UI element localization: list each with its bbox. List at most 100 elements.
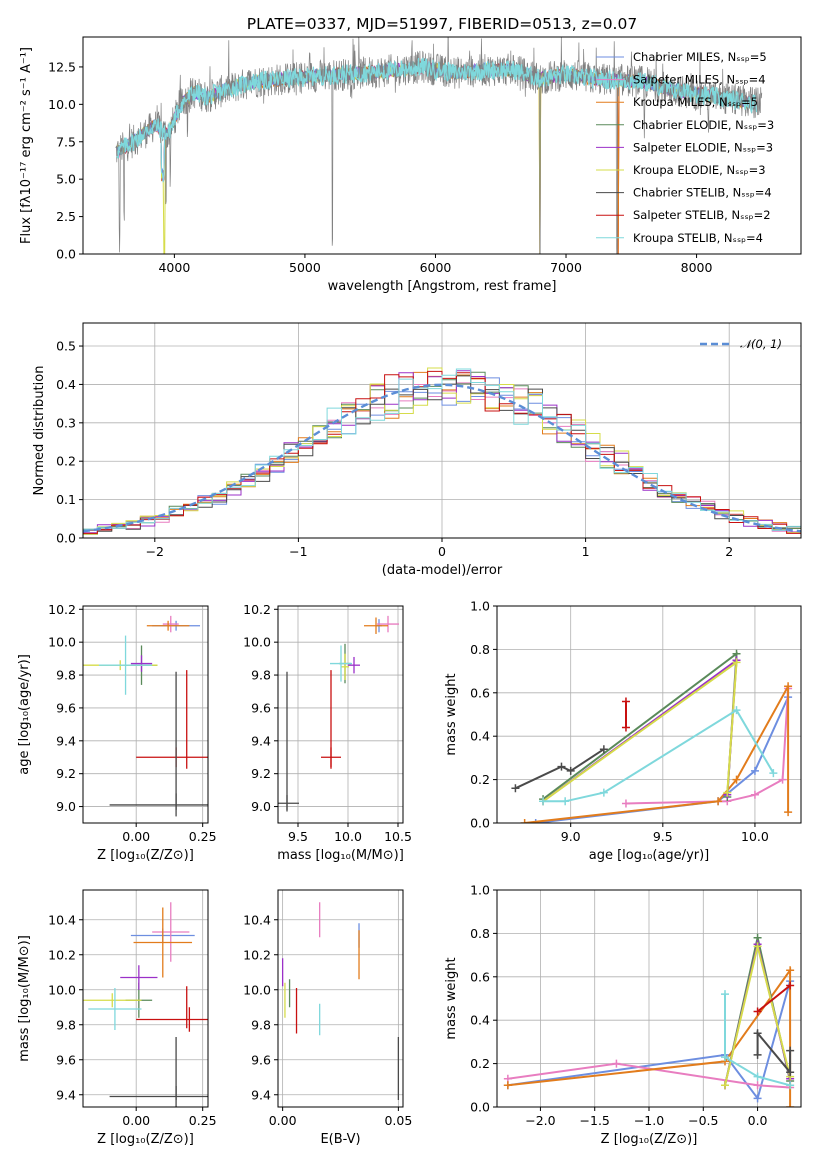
weight-point-marker bbox=[750, 766, 759, 775]
axes-frame bbox=[277, 889, 404, 1108]
y-axis-label: mass weight bbox=[444, 957, 459, 1039]
y-tick-label: 7.5 bbox=[56, 134, 76, 149]
weight-point-marker bbox=[520, 819, 529, 823]
x-tick-label: 2 bbox=[725, 544, 733, 559]
axes-frame bbox=[496, 889, 802, 1108]
weight-point-marker bbox=[750, 790, 759, 799]
weight-point-marker bbox=[786, 966, 795, 975]
weight-point-marker bbox=[621, 723, 630, 732]
x-tick-label: 0.0 bbox=[748, 1113, 768, 1128]
axes-frame bbox=[82, 889, 209, 1108]
x-tick-label: −1.0 bbox=[634, 1113, 664, 1128]
x-tick-label: 9.5 bbox=[288, 829, 308, 844]
weight-line bbox=[507, 1062, 791, 1089]
x-tick-label: 0.05 bbox=[384, 1113, 412, 1128]
x-tick-label: 9.0 bbox=[561, 829, 581, 844]
y-tick-label: 10.4 bbox=[243, 912, 271, 927]
y-axis-label: Normed distribution bbox=[32, 366, 47, 496]
x-tick-label: 0.25 bbox=[189, 829, 217, 844]
weight-point-marker bbox=[503, 1081, 512, 1090]
x-tick-label: −1 bbox=[289, 544, 307, 559]
weight-point-marker bbox=[714, 797, 723, 806]
y-tick-label: 9.6 bbox=[56, 700, 76, 715]
chart-title: PLATE=0337, MJD=51997, FIBERID=0513, z=0… bbox=[247, 15, 637, 33]
y-tick-label: 0.0 bbox=[56, 531, 76, 546]
weight-point-marker bbox=[753, 1007, 762, 1016]
weight-point-marker bbox=[621, 799, 630, 808]
y-tick-label: 10.0 bbox=[48, 97, 76, 112]
x-tick-label: 5000 bbox=[289, 260, 321, 275]
x-tick-label: 10.5 bbox=[384, 829, 412, 844]
plot-area bbox=[503, 933, 795, 1107]
x-tick-label: 1 bbox=[582, 544, 590, 559]
y-tick-label: 0.2 bbox=[470, 772, 490, 787]
panel-spectrum: 4000 5000 6000 7000 8000 0.0 2.5 5.0 7.5 10.0 12.5… bbox=[19, 15, 802, 294]
y-tick-label: 9.8 bbox=[56, 668, 76, 683]
y-tick-label: 0.4 bbox=[470, 729, 490, 744]
weight-line bbox=[507, 967, 792, 1107]
x-tick-label: −1.5 bbox=[580, 1113, 610, 1128]
weight-point-marker bbox=[732, 706, 741, 715]
y-tick-label: 0.6 bbox=[470, 685, 490, 700]
panel-weight-vs-age: 9.0 9.5 10.0 0.0 0.2 0.4 0.6 0.8 1.0 age [log₁₀(a… bbox=[444, 599, 802, 863]
y-tick-label: 9.8 bbox=[251, 668, 271, 683]
weight-point-marker bbox=[786, 1046, 795, 1055]
axes-frame bbox=[82, 605, 209, 824]
weight-line bbox=[543, 708, 775, 803]
weight-point-marker bbox=[753, 1029, 762, 1038]
y-tick-label: 0.5 bbox=[56, 339, 76, 354]
legend-label: Salpeter ELODIE, Nₛₛₚ=3 bbox=[633, 140, 773, 154]
weight-point-marker bbox=[786, 1103, 795, 1107]
x-axis-label: Z [log₁₀(Z/Z⊙)] bbox=[97, 1132, 194, 1147]
x-tick-label: −0.5 bbox=[688, 1113, 718, 1128]
y-tick-label: 0.6 bbox=[470, 969, 490, 984]
y-tick-label: 0.2 bbox=[470, 1056, 490, 1071]
weight-point-marker bbox=[786, 1081, 795, 1090]
weight-point-marker bbox=[769, 769, 778, 778]
y-tick-label: 0.3 bbox=[56, 415, 76, 430]
legend-label: Kroupa ELODIE, Nₛₛₚ=3 bbox=[633, 163, 766, 177]
legend-label: Chabrier MILES, Nₛₛₚ=5 bbox=[633, 50, 767, 64]
weight-point-marker bbox=[531, 819, 540, 823]
panel-weight-vs-Z: −2.0 −1.5 −1.0 −0.5 0.0 0.0 0.2 0.4 0.6 0.8 1.0 Z [… bbox=[444, 883, 802, 1147]
weight-point-marker bbox=[753, 1081, 762, 1090]
y-tick-label: 9.8 bbox=[56, 1017, 76, 1032]
histogram-step-line bbox=[83, 375, 801, 532]
y-tick-label: 9.4 bbox=[251, 1087, 271, 1102]
x-tick-label: 7000 bbox=[550, 260, 582, 275]
plot-area bbox=[83, 367, 801, 535]
weight-point-marker bbox=[723, 788, 732, 797]
weight-point-marker bbox=[786, 981, 795, 990]
panel-age-vs-mass: 9.5 10.0 10.5 9.0 9.2 9.4 9.6 9.8 10.0 10.2 mass [… bbox=[243, 602, 412, 863]
weight-line bbox=[625, 688, 790, 805]
x-tick-label: 0.00 bbox=[269, 1113, 297, 1128]
y-tick-label: 9.8 bbox=[251, 1017, 271, 1032]
y-tick-label: 10.0 bbox=[48, 635, 76, 650]
legend-label: 𝒩(0, 1) bbox=[740, 337, 782, 351]
panel-mass-vs-Z: 0.00 0.25 9.4 9.6 9.8 10.0 10.2 10.4 Z [log₁₀(Z/… bbox=[17, 889, 217, 1147]
y-tick-label: 0.1 bbox=[56, 492, 76, 507]
weight-point-marker bbox=[732, 775, 741, 784]
weight-point-marker bbox=[612, 1059, 621, 1068]
y-tick-label: 2.5 bbox=[56, 209, 76, 224]
y-tick-label: 9.6 bbox=[56, 1052, 76, 1067]
legend-label: Salpeter STELIB, Nₛₛₚ=2 bbox=[633, 208, 771, 222]
x-tick-label: −2 bbox=[146, 544, 164, 559]
y-tick-label: 10.2 bbox=[243, 602, 271, 617]
weight-point-marker bbox=[753, 1094, 762, 1103]
weight-point-marker bbox=[778, 775, 787, 784]
legend: 𝒩(0, 1) bbox=[700, 337, 782, 351]
x-axis-label: Z [log₁₀(Z/Z⊙)] bbox=[601, 1132, 698, 1147]
y-tick-label: 12.5 bbox=[48, 59, 76, 74]
y-tick-label: 9.2 bbox=[56, 766, 76, 781]
y-tick-label: 5.0 bbox=[56, 172, 76, 187]
panel-residuals: −2 −1 0 1 2 0.0 0.1 0.2 0.3 0.4 0.5 (data-model)/er… bbox=[32, 322, 802, 578]
y-axis-label: mass [log₁₀(M/M⊙)] bbox=[17, 935, 32, 1062]
axes-frame bbox=[82, 36, 802, 255]
y-tick-label: 0.4 bbox=[56, 377, 76, 392]
weight-point-marker bbox=[621, 697, 630, 706]
legend-label: Salpeter MILES, Nₛₛₚ=4 bbox=[633, 73, 766, 87]
y-tick-label: 9.6 bbox=[251, 1052, 271, 1067]
y-tick-label: 0.8 bbox=[470, 926, 490, 941]
